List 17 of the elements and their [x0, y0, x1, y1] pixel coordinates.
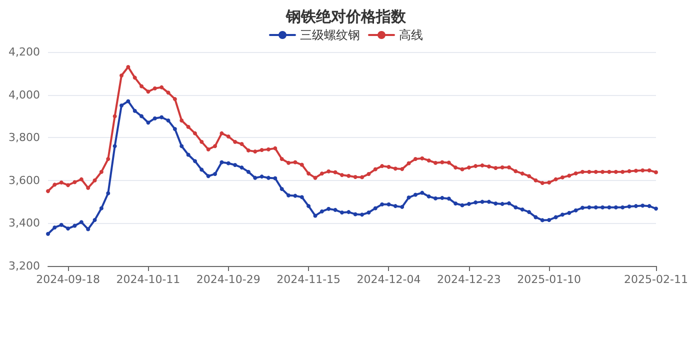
- x-tick-label: 2025-01-10: [517, 273, 582, 286]
- y-tick-label: 4,200: [8, 46, 40, 58]
- x-tick-label: 2025-02-11: [624, 273, 688, 286]
- chart-title: 钢铁绝对价格指数: [285, 8, 407, 26]
- legend-label: 高线: [399, 28, 423, 42]
- x-tick-label: 2024-10-29: [196, 273, 260, 286]
- legend-label: 三级螺纹钢: [300, 28, 360, 42]
- y-tick-label: 3,400: [8, 216, 40, 230]
- y-tick-label: 3,800: [8, 131, 40, 144]
- x-tick-label: 2024-12-04: [356, 273, 421, 286]
- y-tick-label: 4,000: [8, 88, 40, 102]
- x-tick-label: 2024-10-11: [116, 273, 180, 286]
- y-tick-label: 3,600: [8, 174, 40, 187]
- y-tick-label: 3,200: [8, 260, 40, 272]
- x-tick-label: 2024-12-23: [436, 273, 501, 286]
- x-tick-label: 2024-11-15: [276, 273, 341, 286]
- x-tick-label: 2024-09-18: [36, 273, 100, 286]
